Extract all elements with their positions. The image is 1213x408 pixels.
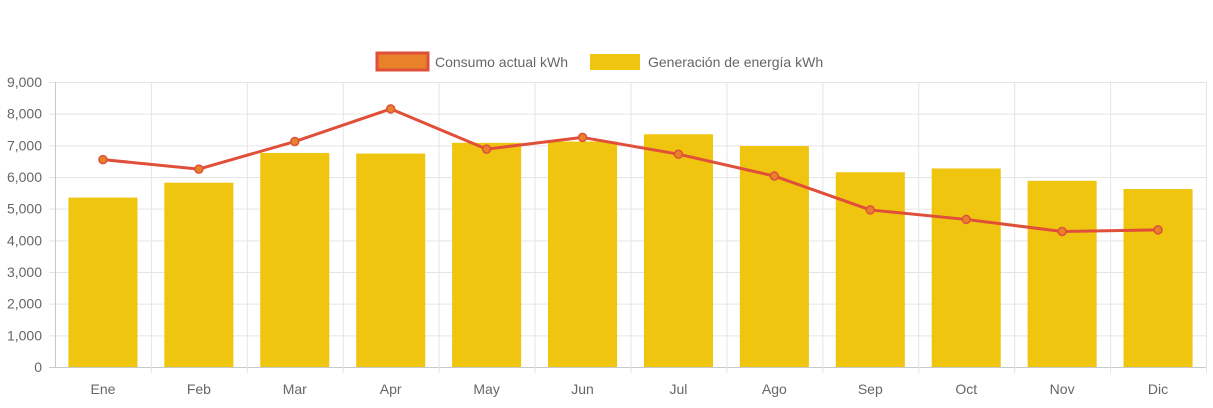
x-tick-label: Mar: [283, 381, 307, 397]
y-tick-label: 5,000: [7, 201, 42, 217]
legend-label-generacion: Generación de energía kWh: [648, 54, 823, 70]
bar-generacion: [1123, 189, 1193, 367]
x-tick-label: Dic: [1148, 381, 1168, 397]
bar-generacion: [548, 141, 618, 367]
bar-generacion: [452, 142, 522, 367]
line-consumo: [102, 107, 1159, 233]
y-tick-label: 2,000: [7, 296, 42, 312]
point-consumo: [98, 154, 108, 165]
bar-generacion: [260, 152, 330, 367]
x-tick-label: Apr: [380, 381, 402, 397]
point-consumo: [769, 171, 780, 181]
x-tick-label: Ene: [90, 381, 115, 397]
y-tick-label: 7,000: [7, 137, 42, 153]
x-tick-label: Jun: [571, 381, 594, 397]
point-consumo: [385, 104, 396, 114]
y-tick-label: 3,000: [7, 264, 42, 280]
chart-legend: Consumo actual kWh Generación de energía…: [375, 51, 823, 72]
bar-series: [68, 134, 1193, 367]
x-tick-label: Jul: [670, 381, 688, 397]
bar-generacion: [356, 153, 426, 367]
point-consumo: [1153, 225, 1163, 235]
point-consumo: [290, 136, 300, 147]
legend-swatch-generacion: [590, 54, 640, 70]
x-tick-label: Oct: [955, 381, 977, 397]
point-consumo: [1057, 226, 1067, 237]
y-tick-label: 6,000: [7, 169, 42, 185]
x-tick-label: Sep: [858, 381, 883, 397]
point-consumo: [194, 164, 204, 174]
legend-item-line[interactable]: Consumo actual kWh: [375, 51, 568, 72]
y-axis: 0 1,000 2,000 3,000 4,000 5,000 6,000 7,000 8,00…: [7, 74, 42, 375]
bar-generacion: [643, 134, 713, 367]
y-tick-label: 8,000: [7, 106, 42, 122]
bar-generacion: [931, 168, 1001, 367]
bar-generacion: [835, 172, 905, 367]
x-tick-label: Feb: [187, 381, 211, 397]
point-consumo: [481, 144, 492, 154]
x-tick-label: Nov: [1050, 381, 1075, 397]
legend-item-bar[interactable]: Generación de energía kWh: [590, 54, 823, 70]
point-consumo: [673, 149, 684, 159]
legend-label-consumo: Consumo actual kWh: [435, 54, 568, 70]
bar-generacion: [164, 182, 234, 367]
line-series: [98, 104, 1163, 237]
point-consumo: [961, 214, 971, 225]
point-consumo: [865, 205, 876, 215]
x-axis: Ene Feb Mar Apr May Jun Jul Ago Sep Oct Nov Dic: [90, 381, 1168, 397]
y-tick-label: 1,000: [7, 327, 42, 343]
y-tick-label: 4,000: [7, 232, 42, 248]
y-tick-label: 0: [34, 359, 42, 375]
y-tick-label: 9,000: [7, 74, 42, 90]
legend-swatch-consumo: [375, 51, 430, 72]
x-tick-label: May: [473, 381, 499, 397]
point-consumo: [577, 132, 588, 143]
chart-grid: [49, 82, 1207, 373]
bar-generacion: [1027, 180, 1097, 367]
bar-generacion: [68, 197, 138, 367]
x-tick-label: Ago: [762, 381, 787, 397]
